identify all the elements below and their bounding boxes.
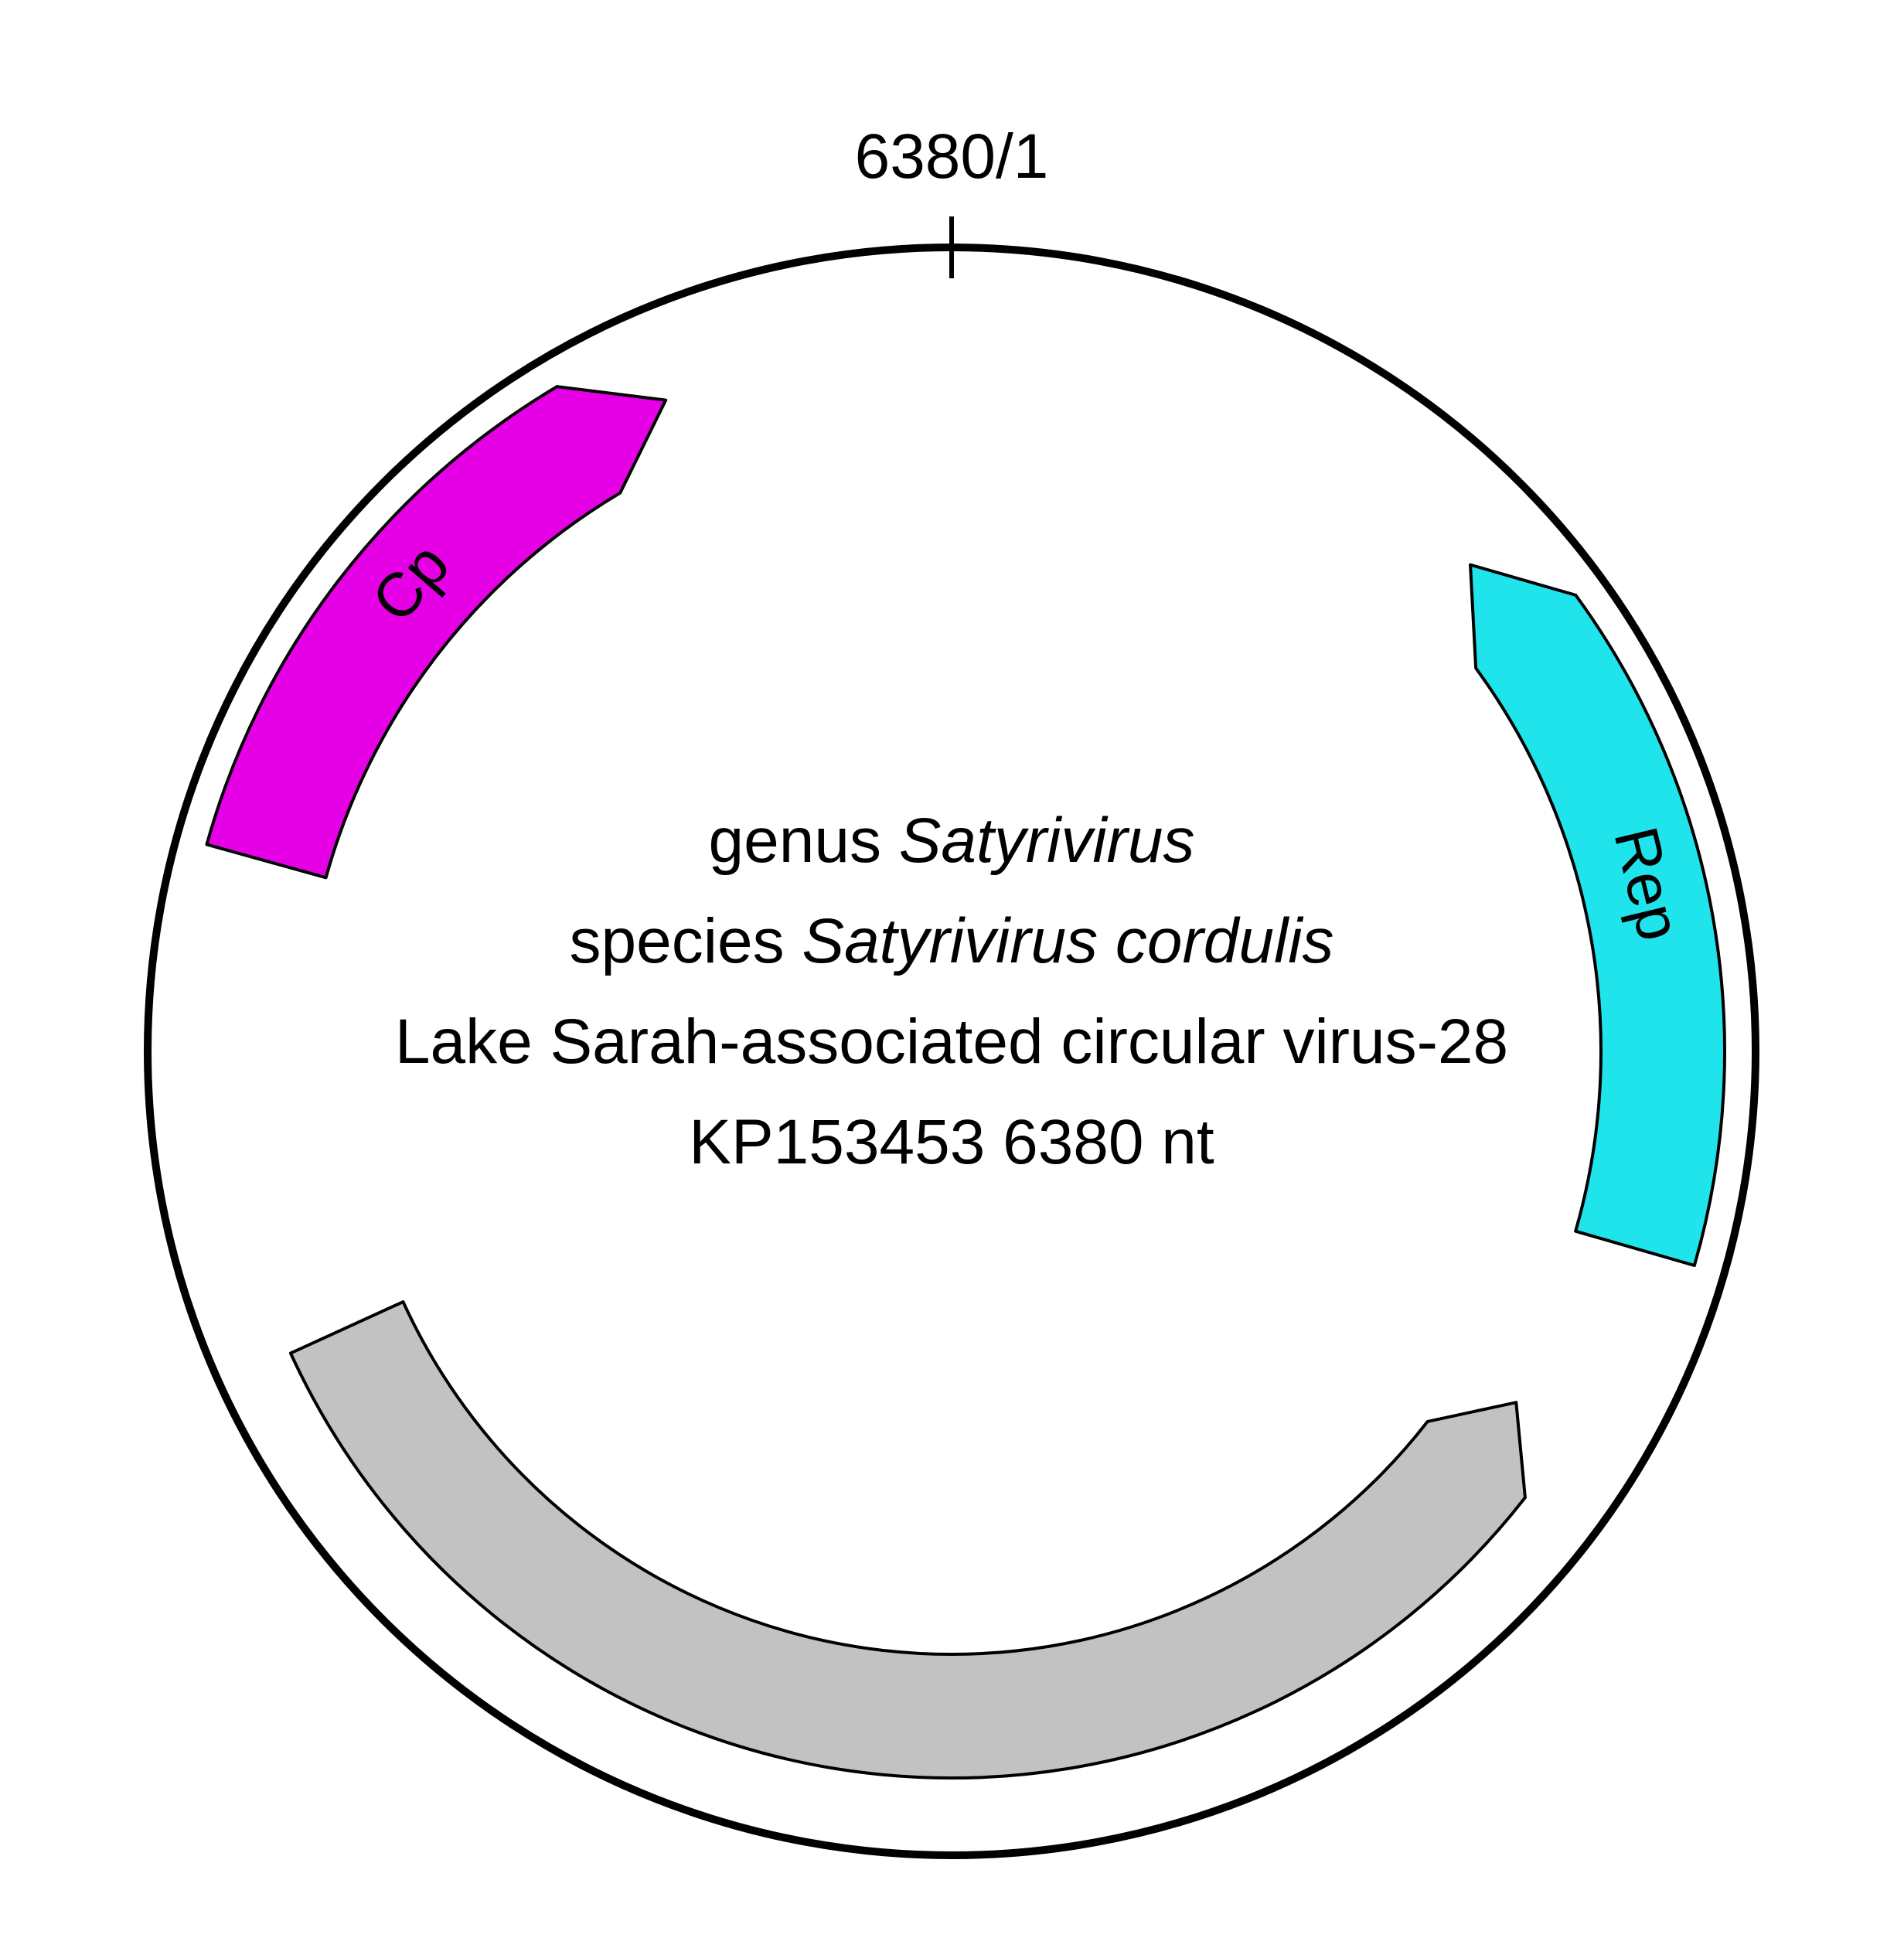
center-text-line: KP153453 6380 nt <box>689 1107 1214 1177</box>
plasmid-map: 6380/1CpRepgenus Satyrivirusspecies Saty… <box>0 0 1904 1955</box>
origin-label: 6380/1 <box>855 121 1049 192</box>
center-text-line: species Satyrivirus cordulis <box>570 906 1334 976</box>
center-text-line: genus Satyrivirus <box>709 806 1195 876</box>
center-text-line: Lake Sarah-associated circular virus-28 <box>395 1006 1508 1077</box>
